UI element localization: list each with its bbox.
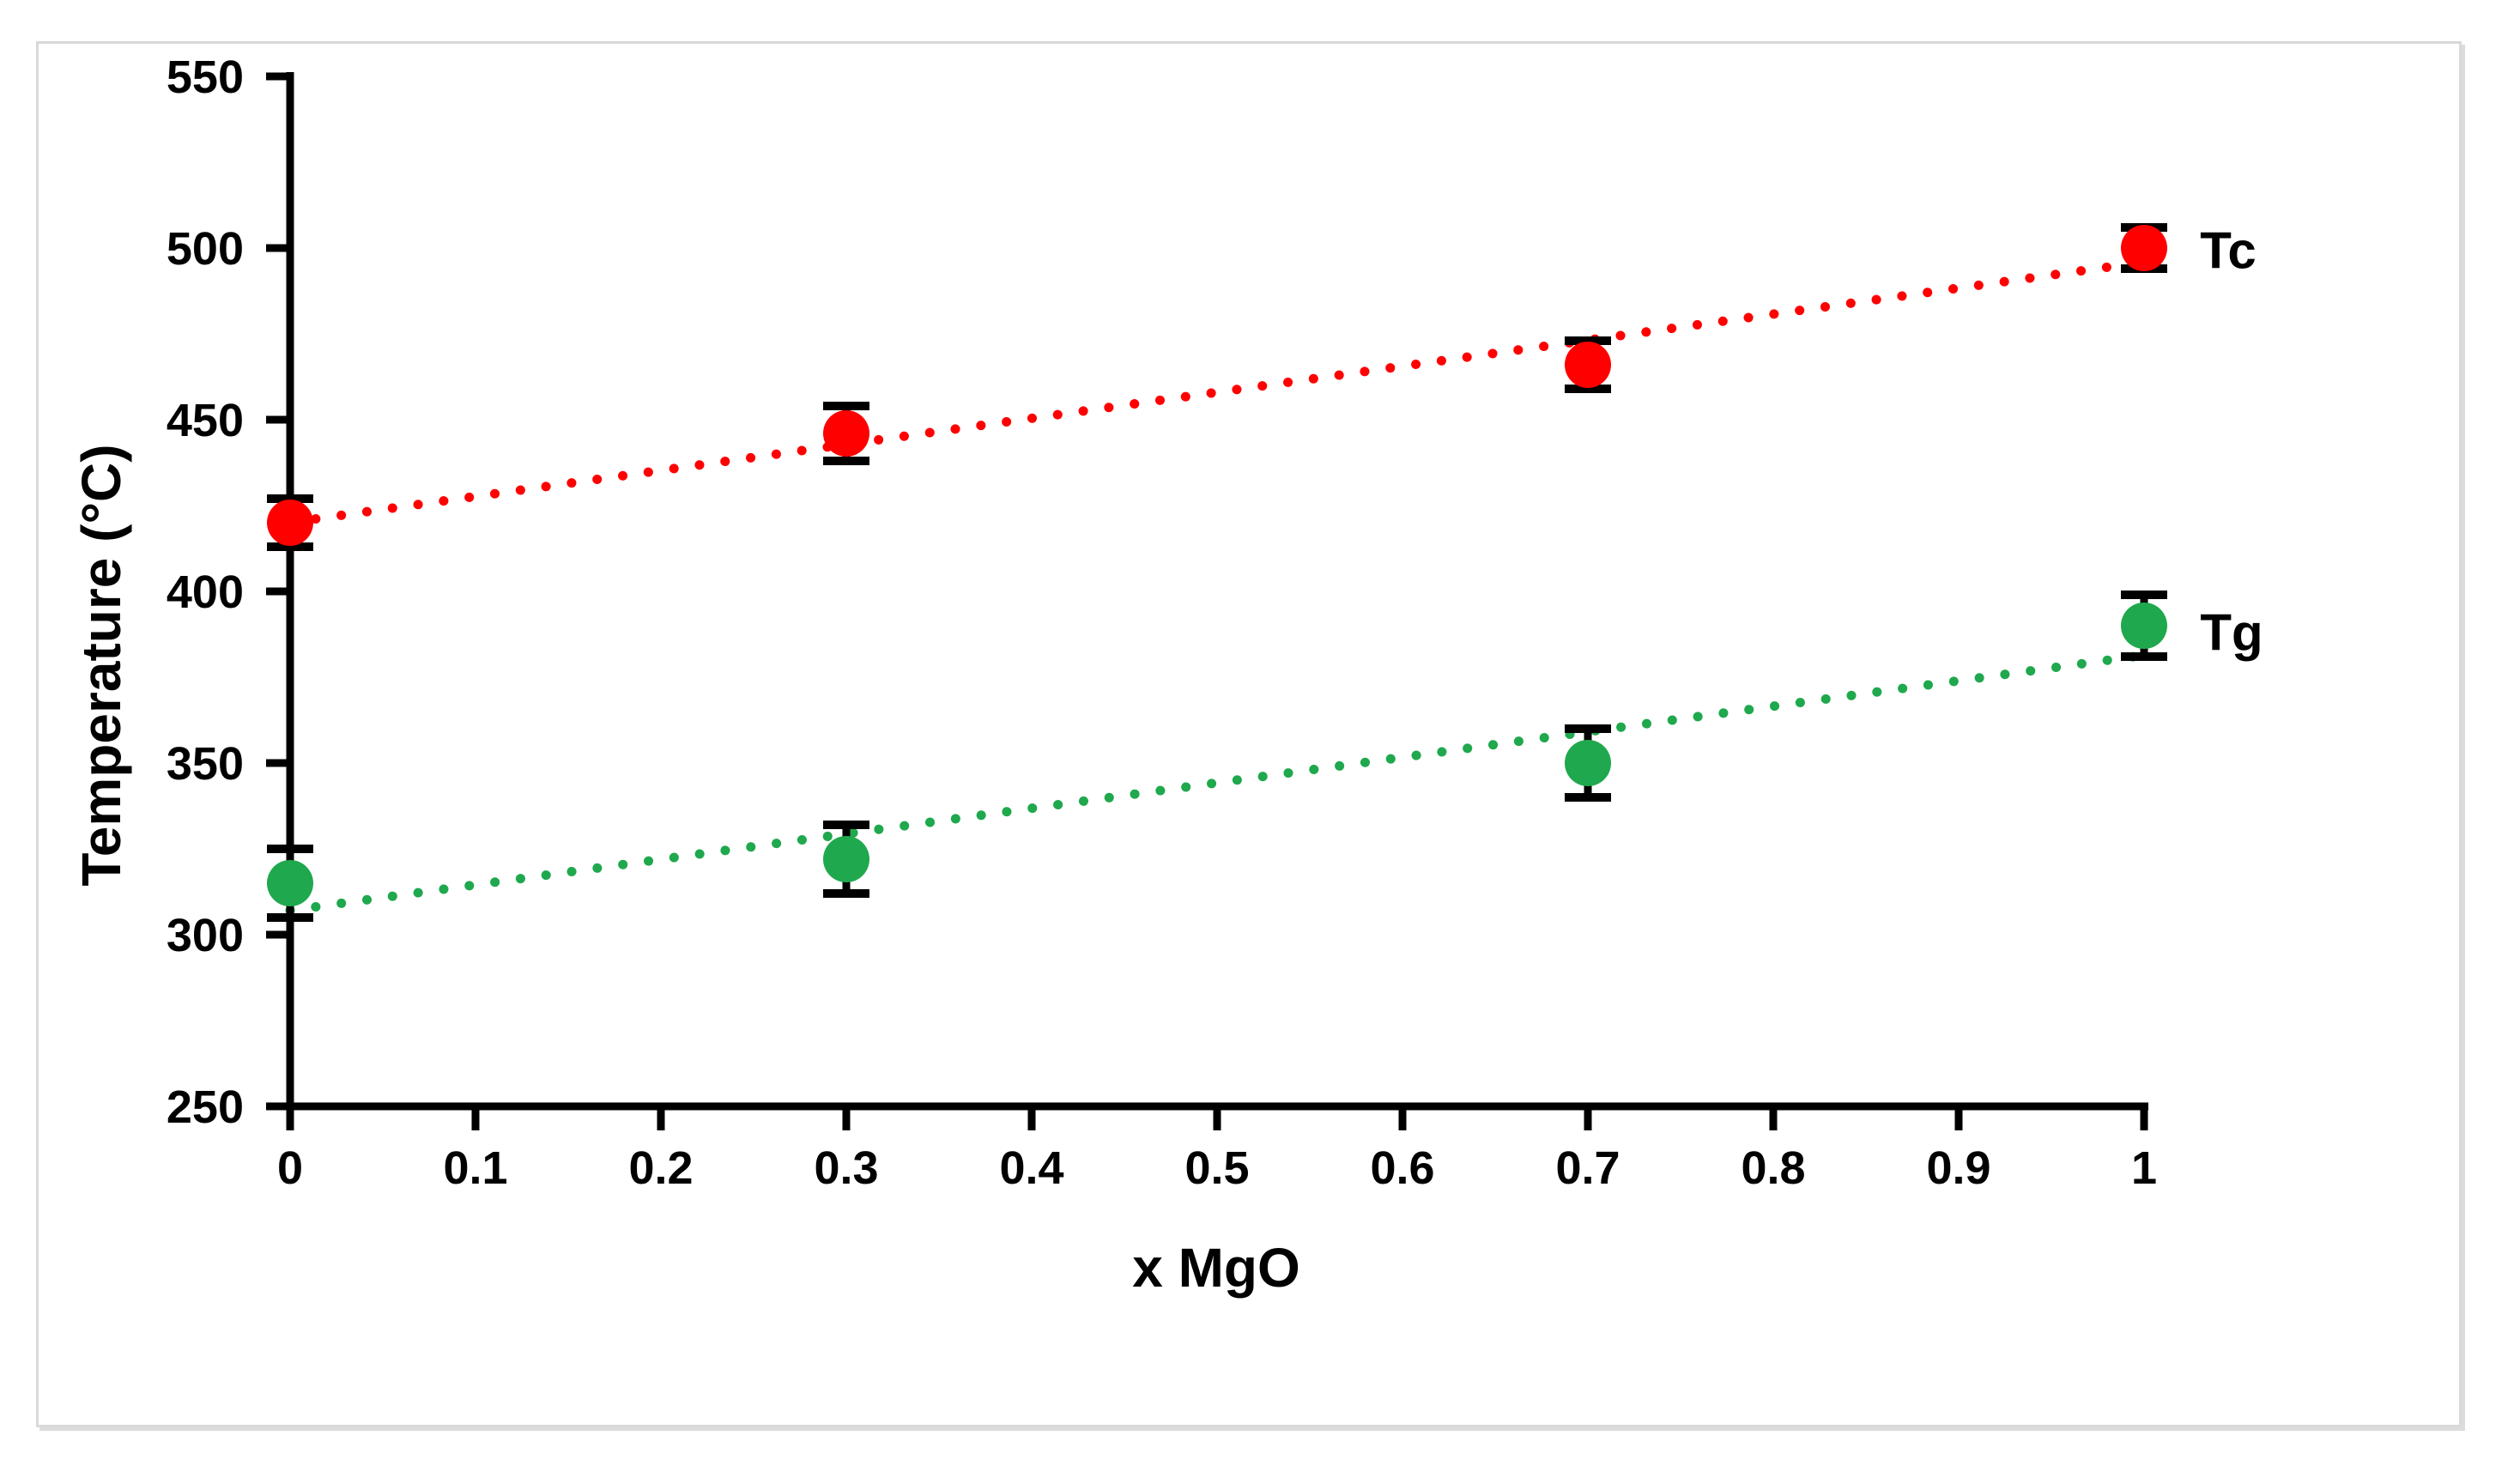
y-tick-label: 300 <box>167 910 244 961</box>
y-tick-label: 550 <box>167 51 244 103</box>
y-axis-title: Temperature (°C) <box>70 444 132 887</box>
marker-tc <box>2121 225 2167 271</box>
y-tick-label: 250 <box>167 1081 244 1133</box>
x-tick-label: 0.2 <box>628 1142 693 1194</box>
y-tick-label: 500 <box>167 223 244 275</box>
y-tick-label: 450 <box>167 395 244 446</box>
marker-tc <box>823 410 869 457</box>
x-tick-label: 0.7 <box>1555 1142 1620 1194</box>
x-tick-label: 0.3 <box>814 1142 878 1194</box>
series-label-tc: Tc <box>2200 221 2256 280</box>
marker-tc <box>1565 342 1611 388</box>
marker-tg <box>823 836 869 882</box>
x-tick-label: 0.5 <box>1184 1142 1249 1194</box>
marker-tg <box>1565 740 1611 786</box>
x-axis-title: x MgO <box>1132 1237 1300 1299</box>
x-tick-label: 1 <box>2131 1142 2157 1194</box>
x-tick-label: 0.1 <box>443 1142 507 1194</box>
x-tick-label: 0 <box>277 1142 303 1194</box>
x-tick-label: 0.9 <box>1926 1142 1990 1194</box>
series-label-tg: Tg <box>2200 603 2263 662</box>
marker-tc <box>267 500 313 546</box>
x-tick-label: 0.8 <box>1741 1142 1805 1194</box>
y-tick-label: 350 <box>167 738 244 790</box>
trendline-tg <box>285 650 2149 916</box>
marker-tg <box>2121 603 2167 649</box>
y-tick-label: 400 <box>167 566 244 618</box>
trendline-tc <box>285 257 2149 528</box>
x-tick-label: 0.4 <box>999 1142 1063 1194</box>
marker-tg <box>267 860 313 906</box>
x-tick-label: 0.6 <box>1370 1142 1434 1194</box>
